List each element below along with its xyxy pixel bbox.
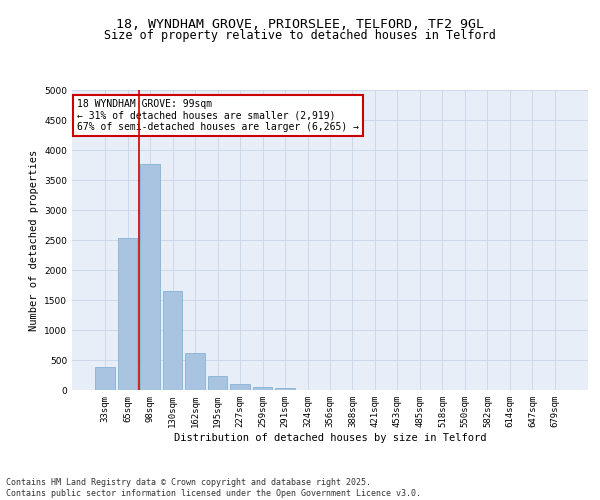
Text: 18, WYNDHAM GROVE, PRIORSLEE, TELFORD, TF2 9GL: 18, WYNDHAM GROVE, PRIORSLEE, TELFORD, T… [116, 18, 484, 30]
Bar [253, 387, 272, 390]
Bar [118, 238, 137, 390]
Text: 18 WYNDHAM GROVE: 99sqm
← 31% of detached houses are smaller (2,919)
67% of semi: 18 WYNDHAM GROVE: 99sqm ← 31% of detache… [77, 99, 359, 132]
Bar [208, 376, 227, 390]
Text: Contains HM Land Registry data © Crown copyright and database right 2025.
Contai: Contains HM Land Registry data © Crown c… [6, 478, 421, 498]
Y-axis label: Number of detached properties: Number of detached properties [29, 150, 38, 330]
X-axis label: Distribution of detached houses by size in Telford: Distribution of detached houses by size … [174, 432, 486, 442]
Bar [95, 367, 115, 390]
Bar [185, 353, 205, 390]
Bar [140, 164, 160, 390]
Text: Size of property relative to detached houses in Telford: Size of property relative to detached ho… [104, 29, 496, 42]
Bar [230, 384, 250, 390]
Bar [275, 388, 295, 390]
Bar [163, 291, 182, 390]
